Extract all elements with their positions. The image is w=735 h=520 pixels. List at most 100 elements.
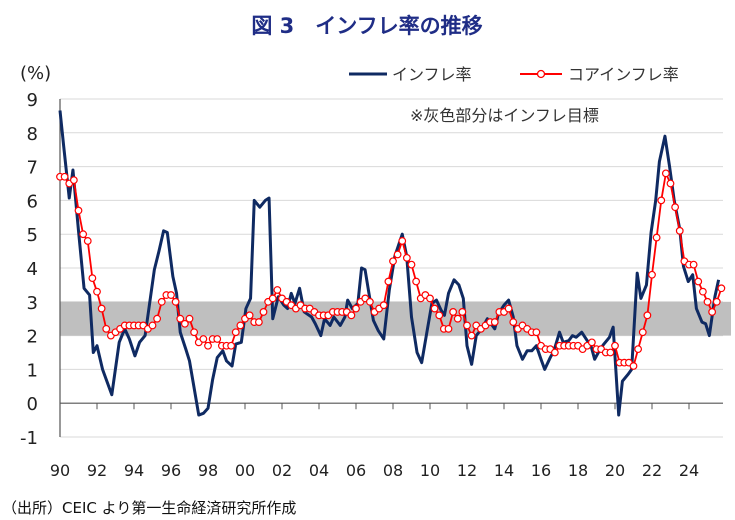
core-inflation-point xyxy=(430,304,439,313)
x-tick-label: 04 xyxy=(309,461,329,480)
core-inflation-point xyxy=(671,203,680,212)
core-inflation-point xyxy=(453,314,462,323)
x-tick-label: 08 xyxy=(383,461,403,480)
core-inflation-point xyxy=(352,304,360,313)
core-inflation-point xyxy=(490,318,499,326)
core-inflation-point xyxy=(153,314,162,323)
core-inflation-point xyxy=(703,297,712,306)
core-inflation-point xyxy=(384,277,393,286)
y-tick-label: 4 xyxy=(27,259,38,280)
core-inflation-point xyxy=(60,172,69,181)
core-inflation-point xyxy=(689,260,698,269)
x-tick-label: 14 xyxy=(494,461,514,480)
y-tick-labels: -1 0 1 2 3 4 5 6 7 8 9 xyxy=(20,90,38,449)
core-inflation-point xyxy=(83,237,92,245)
y-tick-label: 3 xyxy=(27,293,38,314)
core-inflation-point xyxy=(213,335,222,343)
y-tick-label: 6 xyxy=(27,191,38,212)
core-inflation-point xyxy=(148,321,157,330)
x-tick-label: 10 xyxy=(420,461,440,480)
core-inflation-point xyxy=(102,324,111,333)
core-inflation-point xyxy=(611,341,619,350)
core-inflation-point xyxy=(467,331,476,340)
core-inflation-point xyxy=(69,176,78,185)
legend-core-label: コアインフレ率 xyxy=(568,65,679,84)
core-inflation-point xyxy=(389,257,397,266)
legend: インフレ率 コアインフレ率 xyxy=(349,65,679,84)
core-inflation-point xyxy=(648,270,656,279)
y-tick-label: 1 xyxy=(27,360,38,381)
legend-inflation-label: インフレ率 xyxy=(392,65,472,84)
x-tick-label: 24 xyxy=(679,461,699,480)
core-inflation-point xyxy=(268,294,277,303)
core-inflation-point xyxy=(97,304,106,313)
series-lines xyxy=(56,110,726,417)
core-inflation-point xyxy=(426,294,434,303)
x-tick-label: 94 xyxy=(124,461,144,480)
core-inflation-point xyxy=(180,319,189,328)
x-tick-label: 90 xyxy=(50,461,70,480)
x-tick-label: 12 xyxy=(457,461,477,480)
core-inflation-point xyxy=(463,321,471,330)
core-inflation-point xyxy=(712,297,721,306)
source-note: （出所）CEIC より第一生命経済研究所作成 xyxy=(2,499,296,517)
core-inflation-point xyxy=(449,308,458,316)
core-inflation-point xyxy=(458,308,467,316)
core-inflation-point xyxy=(638,328,647,337)
core-inflation-point xyxy=(245,311,254,320)
core-inflation-point xyxy=(634,345,643,354)
x-tick-label: 00 xyxy=(235,461,255,480)
core-inflation-point xyxy=(550,348,559,357)
core-inflation-point xyxy=(185,314,194,323)
core-inflation-point xyxy=(532,328,541,337)
y-tick-label: 5 xyxy=(27,225,38,246)
x-tick-label: 98 xyxy=(198,461,218,480)
x-tick-label: 06 xyxy=(346,461,366,480)
core-inflation-point xyxy=(347,311,356,320)
y-axis-unit-label: (%) xyxy=(20,63,51,84)
chart-title: 図 3 インフレ率の推移 xyxy=(251,14,482,38)
core-inflation-point xyxy=(393,250,402,259)
core-inflation-point xyxy=(606,348,615,357)
core-inflation-point xyxy=(88,274,97,283)
core-inflation-point xyxy=(236,321,245,330)
core-inflation-point xyxy=(412,277,421,286)
y-tick-label: -1 xyxy=(20,428,38,449)
core-inflation-point xyxy=(74,206,83,215)
series-line-core-inflation xyxy=(60,170,723,368)
y-tick-label: 7 xyxy=(27,158,38,179)
x-tick-label: 22 xyxy=(642,461,662,480)
core-inflation-point xyxy=(708,308,717,316)
axes xyxy=(59,99,723,437)
core-inflation-point xyxy=(398,237,407,245)
core-inflation-point xyxy=(176,314,185,323)
core-inflation-point xyxy=(167,291,175,299)
core-inflation-point xyxy=(79,230,88,239)
y-tick-label: 9 xyxy=(27,90,38,111)
core-inflation-point xyxy=(675,226,684,235)
core-inflation-point xyxy=(717,284,726,293)
core-inflation-point xyxy=(259,308,268,316)
core-inflation-point xyxy=(444,324,453,333)
x-tick-label: 16 xyxy=(531,461,551,480)
core-inflation-point xyxy=(694,277,703,286)
core-inflation-point xyxy=(504,304,513,313)
core-inflation-point xyxy=(587,338,596,347)
inflation-target-band xyxy=(60,301,731,336)
core-inflation-point xyxy=(435,311,444,320)
series-line-inflation xyxy=(58,110,721,417)
core-inflation-point xyxy=(157,297,166,306)
core-inflation-point xyxy=(402,253,411,262)
core-inflation-point xyxy=(171,297,180,306)
core-inflation-point xyxy=(273,286,282,294)
core-inflation-point xyxy=(93,287,101,296)
core-inflation-point xyxy=(629,362,638,370)
y-tick-label: 0 xyxy=(27,394,38,415)
x-tick-label: 20 xyxy=(605,461,625,480)
core-inflation-point xyxy=(666,179,675,188)
core-inflation-point xyxy=(190,328,199,337)
target-band-annotation: ※灰色部分はインフレ目標 xyxy=(410,106,599,125)
core-inflation-point xyxy=(379,301,388,310)
core-inflation-point xyxy=(652,233,661,242)
